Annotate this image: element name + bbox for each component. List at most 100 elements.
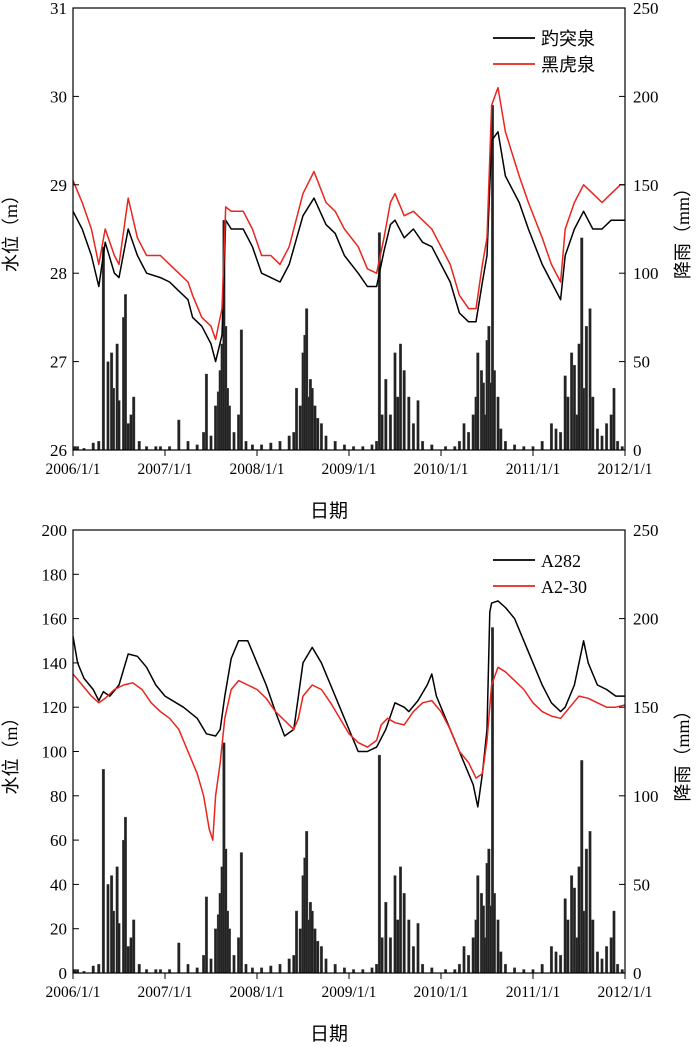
right-tick-label: 250 bbox=[633, 0, 659, 18]
right-tick-label: 50 bbox=[633, 875, 650, 894]
rainfall-bar bbox=[204, 896, 208, 973]
rainfall-bar bbox=[177, 419, 181, 450]
rainfall-bar bbox=[411, 423, 415, 450]
rainfall-bar bbox=[572, 364, 576, 450]
rainfall-bar bbox=[209, 958, 213, 973]
rainfall-bar bbox=[232, 955, 236, 973]
rainfall-bar bbox=[554, 951, 558, 973]
rainfall-bar bbox=[129, 414, 133, 450]
legend-label-2: 黑虎泉 bbox=[541, 55, 595, 75]
rainfall-bar bbox=[239, 329, 243, 450]
rainfall-bar bbox=[319, 423, 323, 450]
left-axis-label: 水位（m） bbox=[1, 186, 21, 272]
series-line-2 bbox=[73, 666, 625, 841]
left-tick-label: 29 bbox=[50, 176, 67, 195]
x-axis-label: 日期 bbox=[310, 500, 348, 522]
series-line-2 bbox=[73, 86, 625, 341]
rainfall-bar bbox=[342, 967, 346, 973]
rainfall-bar bbox=[540, 963, 544, 973]
x-tick-label: 2011/1/1 bbox=[506, 984, 561, 1001]
rainfall-bar bbox=[214, 928, 218, 973]
left-tick-label: 31 bbox=[50, 0, 67, 18]
rainfall-bar bbox=[250, 967, 254, 973]
rainfall-bar bbox=[605, 423, 609, 450]
rainfall-bar bbox=[333, 441, 337, 450]
x-tick-label: 2008/1/1 bbox=[229, 984, 284, 1001]
rainfall-bar bbox=[467, 432, 471, 450]
rainfall-bar bbox=[595, 951, 599, 973]
rainfall-bar bbox=[310, 387, 314, 450]
x-tick-label: 2011/1/1 bbox=[506, 461, 561, 478]
rainfall-bar bbox=[559, 955, 563, 973]
rainfall-bar bbox=[177, 942, 181, 973]
rainfall-bar bbox=[227, 405, 231, 450]
legend-label-1: A282 bbox=[541, 551, 581, 571]
rainfall-bar bbox=[476, 352, 480, 450]
rainfall-bar bbox=[513, 444, 517, 450]
rainfall-bar bbox=[605, 946, 609, 973]
chart-panel-1: 26 27 28 29 30 31 0 50 100 150 200 250 2006/1/1 2007/… bbox=[1, 0, 693, 522]
rainfall-bar bbox=[476, 875, 480, 973]
x-tick-label: 2009/1/1 bbox=[321, 984, 376, 1001]
legend-label-1: 趵突泉 bbox=[541, 29, 595, 49]
rainfall-bar bbox=[572, 887, 576, 973]
rainfall-bar bbox=[600, 958, 604, 973]
rainfall-bar bbox=[244, 441, 248, 450]
rainfall-bar bbox=[313, 928, 317, 973]
rainfall-bar bbox=[202, 432, 206, 450]
rainfall-bar bbox=[566, 396, 570, 450]
rainfall-bar bbox=[396, 919, 400, 973]
x-tick-label: 2007/1/1 bbox=[137, 461, 192, 478]
right-axis-label: 降雨（mm） bbox=[673, 179, 693, 279]
chart-panel-2: 0 20 40 60 80 100 120 140 160 180 200 0 50 100 150 200 2… bbox=[1, 521, 693, 1045]
rainfall-bar bbox=[612, 387, 616, 450]
rainfall-bar bbox=[244, 963, 248, 973]
rainfall-bar bbox=[132, 396, 136, 450]
x-tick-label: 2012/1/1 bbox=[597, 984, 652, 1001]
rainfall-bar bbox=[186, 441, 190, 450]
rainfall-bar bbox=[237, 937, 241, 973]
rainfall-bar bbox=[570, 875, 574, 973]
right-tick-label: 200 bbox=[633, 87, 659, 106]
rainfall-bar bbox=[503, 441, 507, 450]
right-tick-label: 50 bbox=[633, 353, 650, 372]
rainfall-bar bbox=[496, 396, 500, 450]
rainfall-bar bbox=[101, 769, 105, 973]
rainfall-bar bbox=[396, 396, 400, 450]
rainfall-bar bbox=[106, 884, 110, 973]
rainfall-bar bbox=[292, 432, 296, 450]
left-tick-label: 80 bbox=[50, 787, 67, 806]
rainfall-bar bbox=[616, 963, 620, 973]
right-tick-label: 100 bbox=[633, 787, 659, 806]
legend: A282 A2-30 bbox=[493, 551, 587, 597]
rainfall-bar bbox=[577, 343, 581, 450]
rainfall-bar bbox=[380, 937, 384, 973]
x-tick-label: 2012/1/1 bbox=[597, 461, 652, 478]
rainfall-bar bbox=[471, 414, 475, 450]
rainfall-bar bbox=[278, 441, 282, 450]
rainfall-bar bbox=[499, 428, 503, 450]
rainfall-bar bbox=[115, 343, 119, 450]
rainfall-bar bbox=[513, 967, 517, 973]
plot-area bbox=[73, 600, 625, 973]
rainfall-bar bbox=[287, 958, 291, 973]
rainfall-bar bbox=[316, 418, 320, 450]
rainfall-bar bbox=[563, 375, 567, 450]
rainfall-bar bbox=[588, 308, 592, 450]
rainfall-bar bbox=[580, 237, 584, 450]
rainfall-bar bbox=[260, 444, 264, 450]
rainfall-bar bbox=[298, 405, 302, 450]
rainfall-bar bbox=[421, 441, 425, 450]
rainfall-bar bbox=[101, 246, 105, 450]
rainfall-bar bbox=[462, 946, 466, 973]
rainfall-bar bbox=[239, 852, 243, 973]
rainfall-bar bbox=[137, 963, 141, 973]
rainfall-bar bbox=[310, 910, 314, 973]
rainfall-bar bbox=[591, 919, 595, 973]
rainfall-bar bbox=[250, 444, 254, 450]
rainfall-bar bbox=[313, 405, 317, 450]
rainfall-bar bbox=[123, 816, 127, 973]
left-tick-label: 20 bbox=[50, 920, 67, 939]
rainfall-bar bbox=[112, 387, 115, 450]
rainfall-bar bbox=[117, 400, 121, 450]
